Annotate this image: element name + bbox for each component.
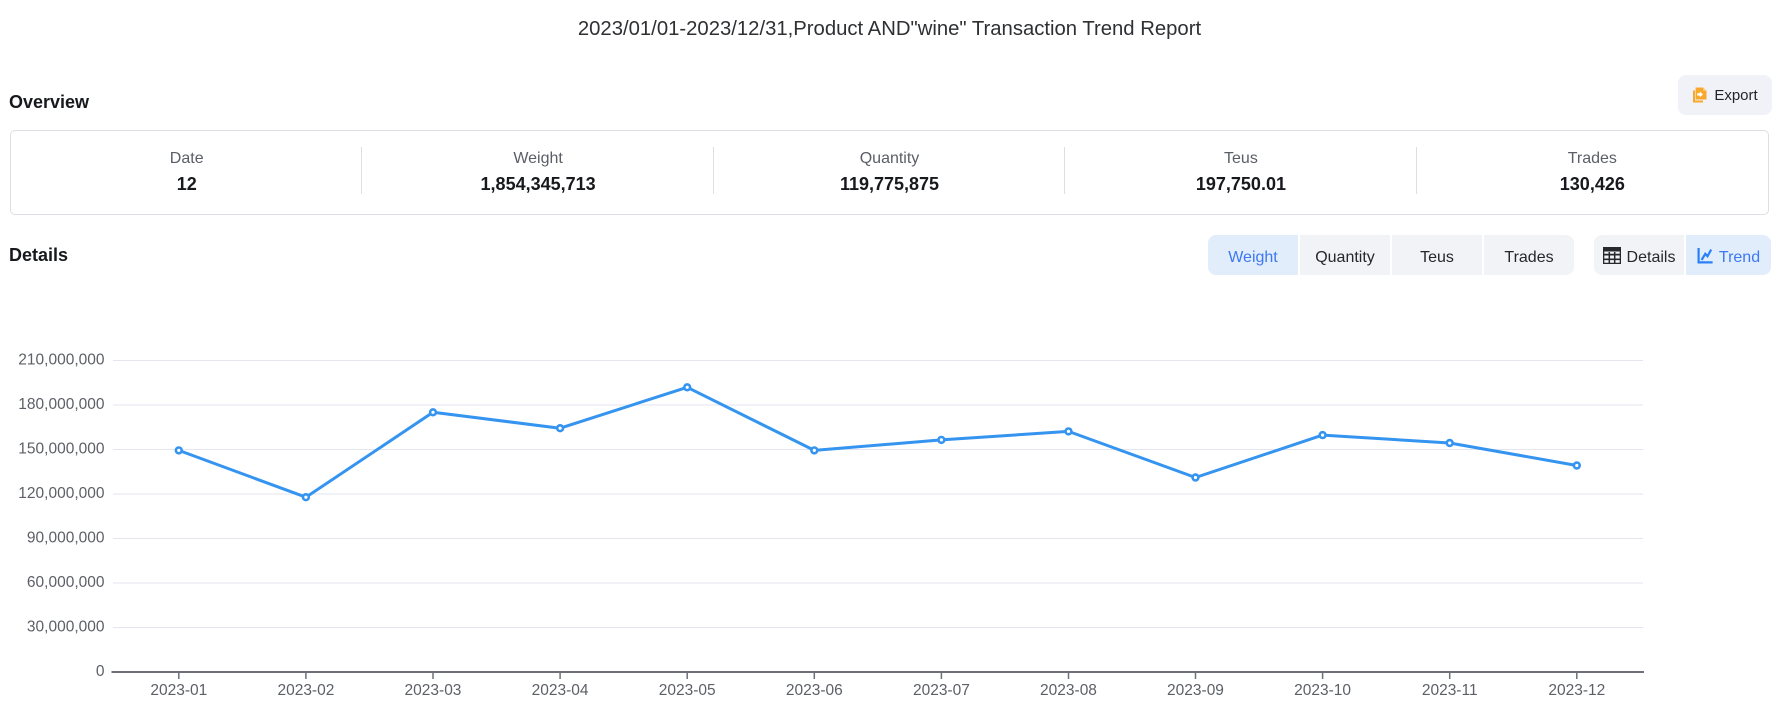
svg-text:2023-06: 2023-06: [786, 682, 843, 699]
svg-text:210,000,000: 210,000,000: [18, 352, 105, 369]
svg-text:30,000,000: 30,000,000: [27, 619, 105, 636]
svg-text:2023-11: 2023-11: [1422, 682, 1478, 699]
svg-text:0: 0: [96, 663, 105, 680]
svg-text:2023-09: 2023-09: [1167, 682, 1224, 699]
svg-text:2023-05: 2023-05: [659, 682, 716, 699]
svg-text:2023-12: 2023-12: [1548, 682, 1605, 699]
svg-text:2023-01: 2023-01: [150, 682, 207, 699]
svg-text:2023-07: 2023-07: [913, 682, 970, 699]
svg-text:150,000,000: 150,000,000: [18, 441, 105, 458]
svg-text:2023-04: 2023-04: [532, 682, 589, 699]
svg-text:90,000,000: 90,000,000: [27, 530, 105, 547]
svg-text:2023-02: 2023-02: [277, 682, 334, 699]
svg-text:2023-03: 2023-03: [405, 682, 462, 699]
svg-text:2023-08: 2023-08: [1040, 682, 1097, 699]
svg-text:120,000,000: 120,000,000: [18, 485, 105, 502]
svg-text:2023-10: 2023-10: [1294, 682, 1351, 699]
svg-text:60,000,000: 60,000,000: [27, 574, 105, 591]
svg-text:180,000,000: 180,000,000: [18, 396, 105, 413]
